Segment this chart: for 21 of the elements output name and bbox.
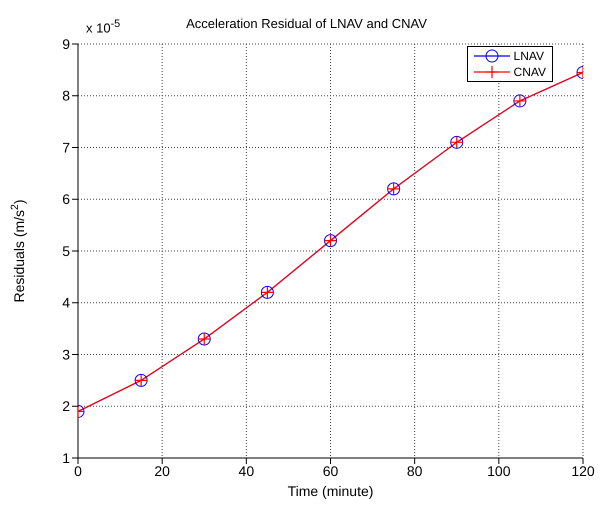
y-tick-label: 6 [62,191,70,208]
x-tick-label: 20 [154,462,170,479]
y-tick-label: 1 [62,450,70,466]
y-tick-label: 5 [62,242,70,259]
x-tick-label: 0 [74,462,82,479]
y-tick-label: 9 [62,36,70,52]
legend-label: CNAV [514,65,546,79]
text: x 10$^{-5}$ [86,18,120,36]
y-tick-label: 7 [62,139,70,156]
x-tick-label: 40 [238,462,254,479]
x-tick-label: 80 [406,462,423,479]
y-tick-label: 8 [62,88,70,104]
x-axis-title: Time (minute) [288,483,374,499]
chart-title: Acceleration Residual of LNAV and CNAV [186,16,427,31]
y-tick-label: 2 [62,398,70,414]
legend-label: LNAV [514,49,544,63]
y-tick-label: 3 [62,346,70,362]
x-tick-label: 120 [571,462,595,479]
x-tick-label: 100 [487,462,511,479]
y-tick-label: 4 [62,294,70,311]
x-tick-label: 60 [322,462,338,479]
